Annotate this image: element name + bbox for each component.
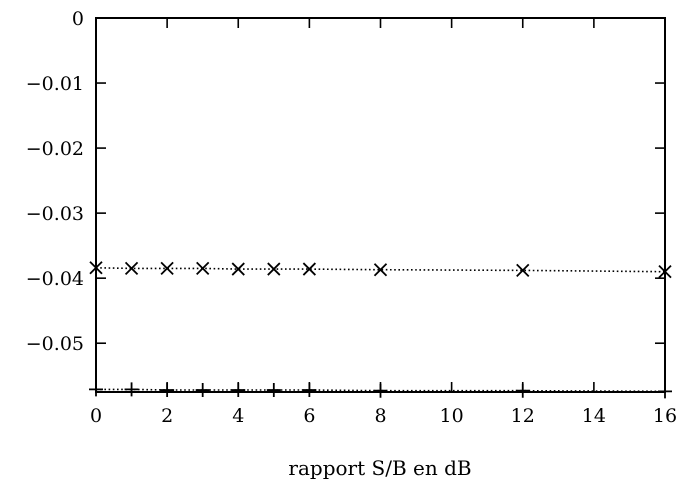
series-1-point (231, 262, 245, 276)
series-1-point (124, 261, 139, 276)
plot-frame (95, 17, 666, 393)
series-2-line (96, 388, 666, 393)
series-2-point (195, 383, 210, 398)
x-tick-label: 10 (440, 405, 464, 427)
y-tick-label: −0.03 (26, 203, 84, 225)
x-tick-label: 6 (303, 405, 315, 427)
ticks-layer (95, 17, 666, 392)
series-1-point (516, 263, 530, 278)
series-1-point (196, 261, 210, 276)
y-tick-label: −0.01 (26, 73, 84, 95)
y-tick-label: 0 (72, 8, 84, 30)
x-tick-label: 16 (653, 405, 677, 427)
x-tick-label: 0 (90, 405, 102, 427)
series-layer (89, 261, 672, 399)
series-1-line (95, 267, 666, 273)
series-1-point (267, 262, 281, 276)
x-tick-label: 14 (582, 405, 606, 427)
series-1-point (302, 262, 317, 276)
series-1-point (160, 261, 174, 276)
x-tick-label: 2 (161, 405, 173, 427)
x-axis-title: rapport S/B en dB (288, 456, 471, 480)
x-tick-label: 12 (511, 405, 535, 427)
series-1-point (373, 263, 388, 277)
series-2-point (124, 382, 139, 397)
series-1 (89, 261, 672, 279)
y-tick-label: −0.02 (26, 138, 84, 160)
x-tick-label: 8 (374, 405, 386, 427)
labels-layer: 0 2 4 6 8 10 12 14 16 0 −0.01 −0.02 −0.03 −0.04 −0.05 (26, 8, 677, 427)
y-tick-label: −0.04 (26, 268, 84, 290)
series-2-point (266, 383, 281, 398)
y-tick-label: −0.05 (26, 333, 84, 355)
x-tick-label: 4 (232, 405, 244, 427)
